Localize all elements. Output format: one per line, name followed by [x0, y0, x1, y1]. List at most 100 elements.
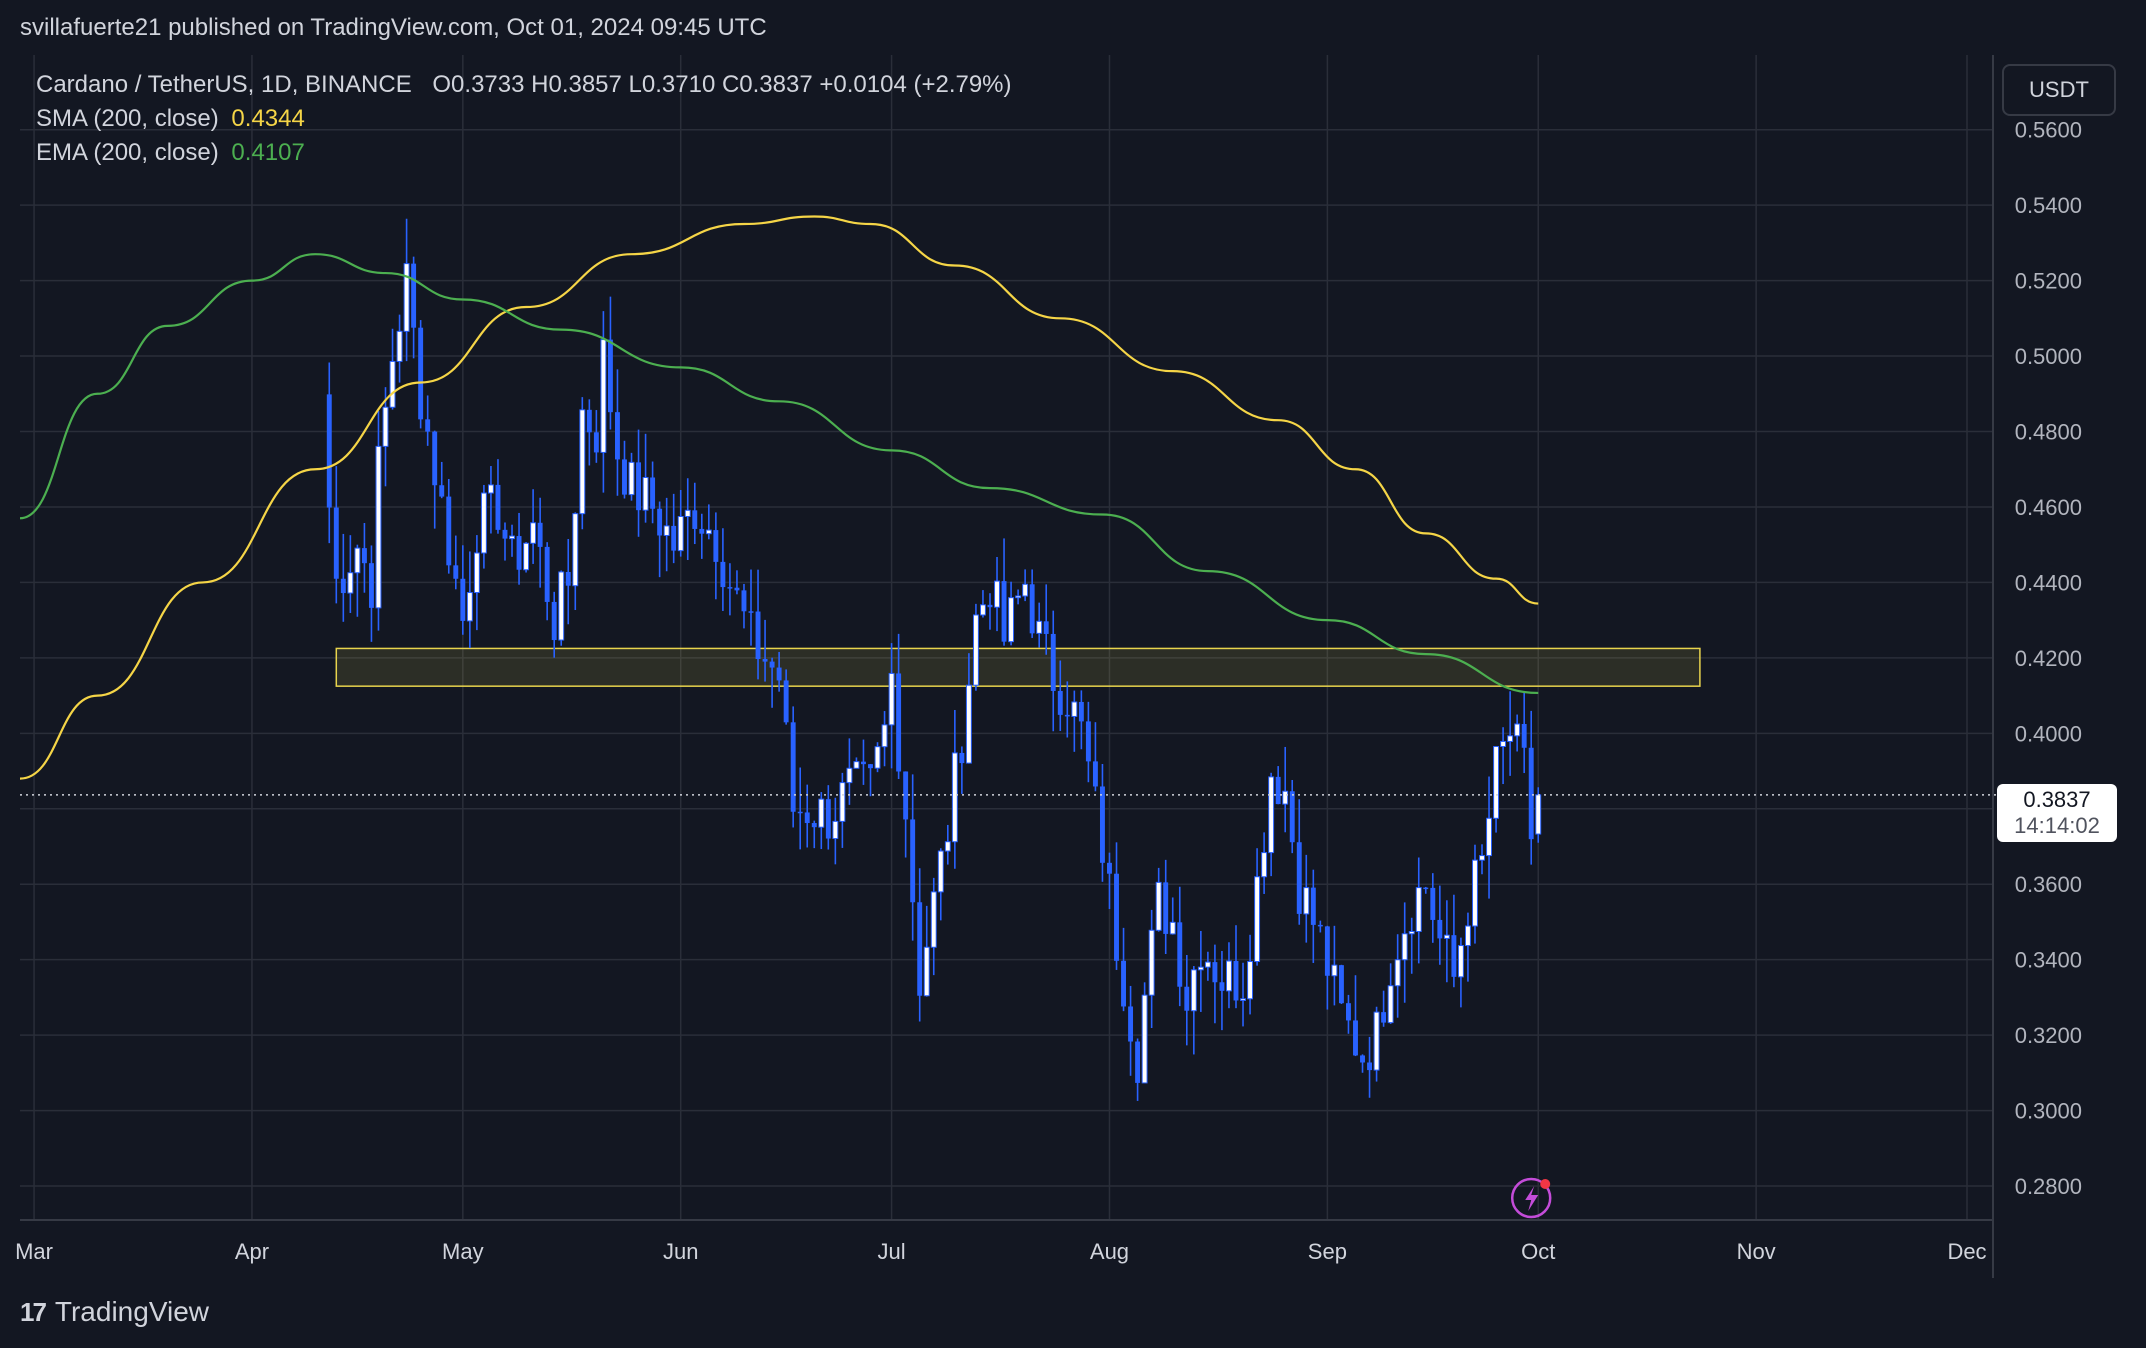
- symbol-row[interactable]: Cardano / TetherUS, 1D, BINANCE O0.3733 …: [36, 68, 1012, 102]
- candle-body: [1169, 921, 1176, 935]
- tradingview-logo-icon: 17: [20, 1296, 47, 1327]
- candle-body: [917, 902, 923, 996]
- sma-legend-row[interactable]: SMA (200, close) 0.4344: [36, 102, 1012, 136]
- candle-body: [797, 811, 803, 814]
- candle-body: [622, 459, 627, 495]
- candle-body: [1078, 701, 1084, 722]
- candle-body: [1535, 794, 1542, 835]
- candle-body: [1240, 998, 1246, 1001]
- time-axis[interactable]: Mar Apr May Jun Jul Aug Sep Oct Nov Dec: [15, 1219, 1993, 1264]
- candle-body: [903, 771, 909, 820]
- candle-body: [677, 515, 684, 552]
- candle-body: [1141, 994, 1148, 1084]
- price-tick-label: 0.5600: [2015, 118, 2082, 143]
- candle-body: [509, 535, 515, 540]
- candle-body: [1114, 873, 1119, 961]
- zone-rectangle[interactable]: [335, 647, 1701, 687]
- candle-body: [1464, 925, 1471, 947]
- candle-body: [1486, 817, 1492, 857]
- tradingview-brand[interactable]: 17 TradingView: [20, 1296, 209, 1328]
- candle-body: [1514, 723, 1521, 737]
- month-tick-label: Sep: [1308, 1239, 1347, 1264]
- candle-body: [375, 445, 382, 609]
- candle-body: [326, 394, 332, 508]
- price-tick-label: 0.4600: [2015, 495, 2082, 520]
- candle-body: [727, 587, 733, 589]
- candle-body: [361, 548, 367, 564]
- candle-body: [692, 510, 698, 529]
- candle-body: [1451, 935, 1457, 977]
- candle-body: [1254, 876, 1261, 963]
- candle-body: [741, 590, 747, 612]
- candle-body: [1500, 740, 1507, 748]
- candle-body: [965, 684, 972, 764]
- candle-body: [1381, 1012, 1387, 1023]
- candle-body: [1043, 621, 1049, 634]
- candle-body: [1289, 791, 1295, 843]
- candle-body: [537, 522, 543, 547]
- candle-body: [868, 764, 873, 769]
- candle-body: [832, 820, 839, 840]
- candle-body: [1423, 887, 1429, 890]
- candle-body: [1437, 919, 1443, 939]
- candle-body: [1092, 761, 1098, 787]
- candle-body: [1036, 620, 1043, 634]
- ema-legend-row[interactable]: EMA (200, close) 0.4107: [36, 136, 1012, 170]
- candle-body: [937, 850, 944, 893]
- last-price-value: 0.3837: [2023, 786, 2091, 812]
- candle-body: [748, 611, 754, 613]
- candle-body: [699, 528, 705, 534]
- candle-body: [586, 409, 592, 433]
- price-tick-label: 0.4200: [2015, 646, 2082, 671]
- candle-body: [1050, 633, 1056, 691]
- candle-body: [628, 461, 635, 496]
- candle-body: [720, 561, 726, 588]
- candle-body: [790, 722, 796, 812]
- candle-body: [1107, 862, 1112, 874]
- candle-body: [544, 546, 550, 602]
- candle-body: [1310, 887, 1316, 925]
- candle-body: [1457, 945, 1464, 978]
- currency-unit-button[interactable]: USDT: [2002, 64, 2116, 116]
- month-tick-label: Nov: [1737, 1239, 1776, 1264]
- grid-lines: [20, 55, 1993, 1220]
- candle-body: [607, 339, 613, 413]
- candle-body: [1373, 1011, 1380, 1071]
- candle-body: [762, 659, 768, 662]
- candle-body: [466, 592, 473, 622]
- candle-body: [1001, 581, 1007, 642]
- candle-body: [558, 571, 565, 641]
- sma-label: SMA (200, close): [36, 105, 219, 132]
- candle-body: [403, 263, 410, 332]
- candle-body: [944, 841, 951, 852]
- candle-body: [1275, 776, 1281, 805]
- candle-body: [354, 547, 361, 574]
- candle-body: [1507, 735, 1514, 742]
- last-price-label: 0.3837 14:14:02: [1997, 783, 2117, 842]
- candle-body: [1121, 960, 1126, 1007]
- candle-body: [396, 330, 403, 362]
- events-lightning-icon[interactable]: [1510, 1177, 1552, 1219]
- candle-body: [1148, 929, 1155, 996]
- candle-body: [861, 761, 866, 765]
- candle-body: [734, 587, 740, 591]
- sma-value: 0.4344: [231, 105, 305, 132]
- month-tick-label: Aug: [1090, 1239, 1129, 1264]
- candle-body: [1071, 701, 1078, 717]
- price-axis[interactable]: 0.5600 0.5400 0.5200 0.5000 0.4800 0.4600 0.44…: [1992, 55, 2082, 1278]
- candle-body: [439, 485, 445, 497]
- candle-body: [614, 412, 620, 460]
- candle-body: [368, 563, 374, 608]
- candle-body: [1353, 1020, 1358, 1056]
- candle-body: [930, 891, 937, 948]
- candlestick-series: [326, 218, 1542, 1101]
- overlay-layer: [20, 794, 1997, 1219]
- candle-body: [923, 946, 930, 997]
- candle-body: [896, 673, 902, 772]
- candle-body: [1345, 1003, 1351, 1021]
- support-resistance-zone[interactable]: [335, 647, 1701, 687]
- candle-body: [347, 572, 354, 594]
- candle-body: [432, 431, 438, 486]
- month-tick-label: Apr: [235, 1239, 269, 1264]
